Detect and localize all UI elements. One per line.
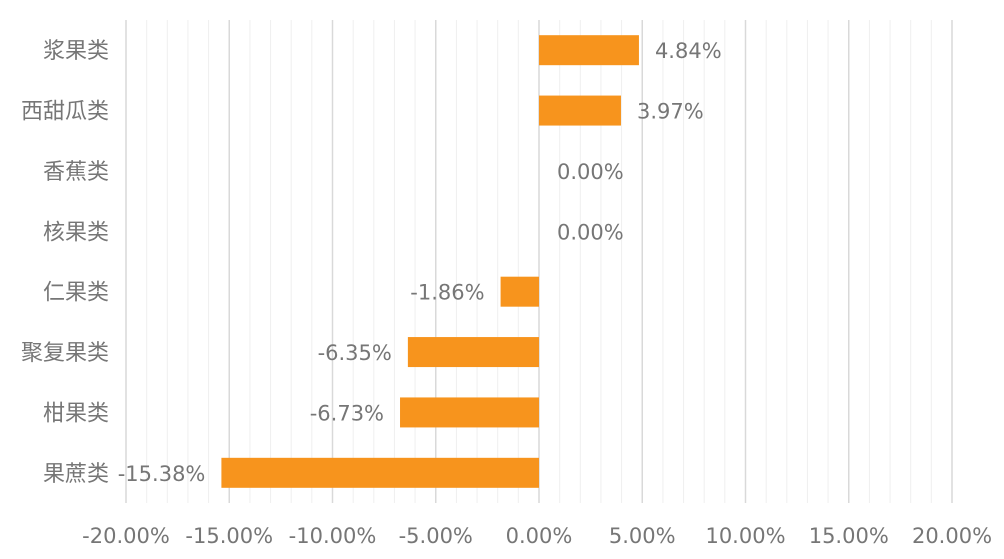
bar xyxy=(539,35,639,66)
category-label: 聚复果类 xyxy=(21,341,109,366)
data-label: -6.73% xyxy=(310,401,384,425)
category-label: 西甜瓜类 xyxy=(21,100,109,125)
category-label: 柑果类 xyxy=(43,401,109,426)
data-label: 3.97% xyxy=(637,100,704,124)
x-tick-label: -15.00% xyxy=(185,524,273,548)
data-label: 0.00% xyxy=(557,160,624,184)
x-tick-label: -10.00% xyxy=(289,524,377,548)
category-label: 仁果类 xyxy=(43,281,109,306)
category-label: 香蕉类 xyxy=(43,160,109,185)
x-tick-label: 15.00% xyxy=(809,524,889,548)
gridlines xyxy=(125,20,953,503)
data-label: 0.00% xyxy=(557,220,624,244)
x-tick-label: 10.00% xyxy=(705,524,785,548)
x-tick-label: -5.00% xyxy=(399,524,473,548)
bars xyxy=(221,35,639,488)
data-label: -15.38% xyxy=(118,462,206,486)
category-label: 核果类 xyxy=(43,220,109,245)
category-label: 果蔗类 xyxy=(43,462,109,487)
bar xyxy=(407,337,539,368)
x-tick-label: 20.00% xyxy=(912,524,992,548)
category-label: 浆果类 xyxy=(43,39,109,64)
data-labels: 4.84% 3.97% 0.00% 0.00% -1.86% -6.35% -6.73% -1… xyxy=(118,39,722,486)
data-label: -6.35% xyxy=(318,341,392,365)
bar xyxy=(221,457,539,488)
data-label: -1.86% xyxy=(410,281,484,305)
data-label: 4.84% xyxy=(655,39,722,63)
x-tick-label: -20.00% xyxy=(82,524,170,548)
bar xyxy=(500,276,539,307)
x-tick-label: 5.00% xyxy=(609,524,676,548)
bar xyxy=(539,95,621,126)
bar xyxy=(400,397,539,428)
x-tick-labels: -20.00% -15.00% -10.00% -5.00% 0.00% 5.00% 10.… xyxy=(82,524,992,548)
x-tick-label: 0.00% xyxy=(506,524,573,548)
